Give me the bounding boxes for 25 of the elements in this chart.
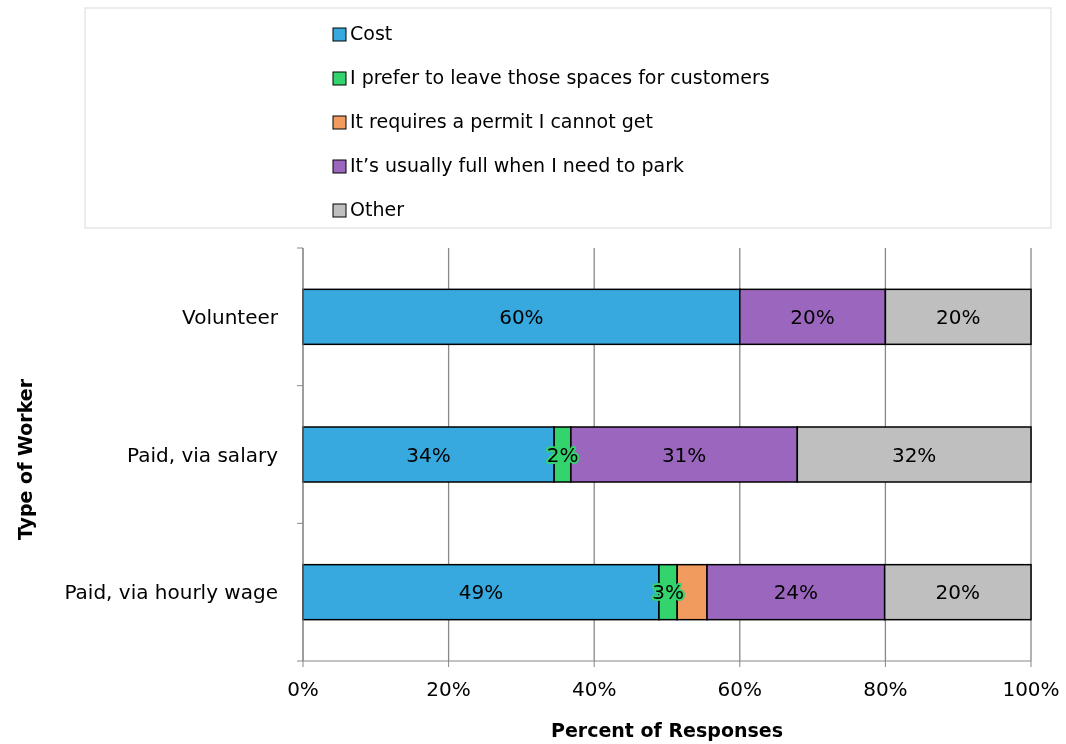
x-tick-label: 0% xyxy=(287,677,319,701)
y-tick-label: Volunteer xyxy=(182,304,279,329)
x-axis-title: Percent of Responses xyxy=(551,719,783,741)
data-label: 49% xyxy=(458,580,504,605)
data-label: 20% xyxy=(935,580,981,605)
y-tick-label: Paid, via hourly wage xyxy=(64,580,278,605)
x-tick-label: 100% xyxy=(1002,677,1060,701)
legend-label: I prefer to leave those spaces for customers xyxy=(350,66,770,88)
data-label: 20% xyxy=(790,304,835,329)
data-label: 60% xyxy=(499,304,544,329)
legend-label: It’s usually full when I need to park xyxy=(350,154,684,176)
y-axis-title: Type of Worker xyxy=(14,378,36,541)
data-label: 20% xyxy=(935,304,981,329)
legend-label: Other xyxy=(350,198,405,220)
legend-label: Cost xyxy=(350,22,393,44)
x-tick-label: 60% xyxy=(717,677,763,701)
data-label: 32% xyxy=(891,442,937,467)
data-label: 31% xyxy=(661,442,707,467)
data-label: 24% xyxy=(773,580,819,605)
x-tick-label: 20% xyxy=(426,677,471,701)
y-tick-label: Paid, via salary xyxy=(127,442,279,467)
data-label: 34% xyxy=(406,442,451,467)
x-tick-label: 40% xyxy=(571,677,617,701)
legend-label: It requires a permit I cannot get xyxy=(350,110,653,132)
x-tick-label: 80% xyxy=(863,677,908,701)
